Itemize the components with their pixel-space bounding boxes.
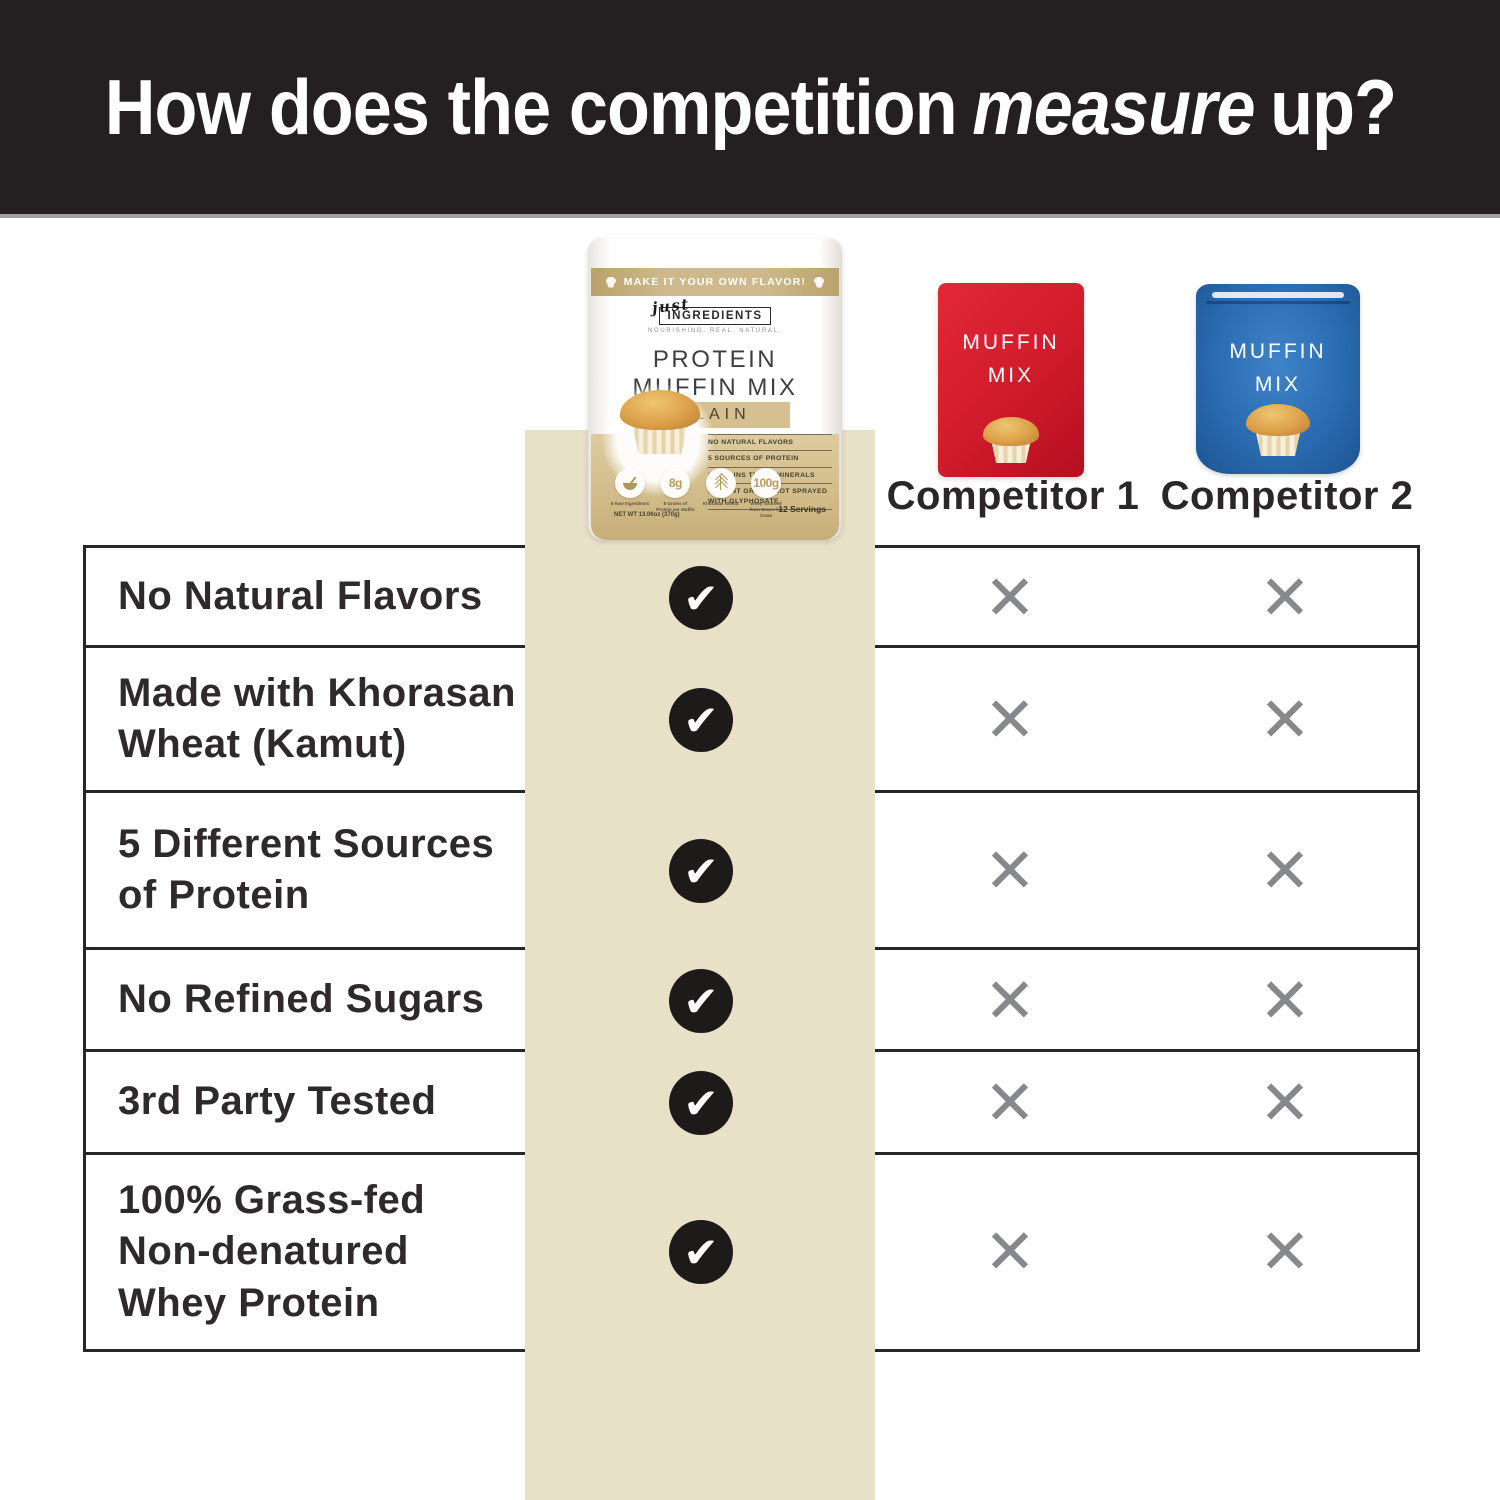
feature-label: 3rd Party Tested: [118, 1079, 437, 1124]
muffin-photo: [983, 417, 1039, 463]
brand-logo: just INGREDIENTS NOURISHING. REAL. NATURA…: [588, 295, 842, 334]
page-title: How does the competition measure up?: [104, 62, 1397, 153]
pouch-seal-line: [1206, 301, 1350, 304]
pouch-banner-text: MAKE IT YOUR OWN FLAVOR!: [623, 276, 807, 288]
competitor-1-package-text: MUFFIN MIX: [962, 331, 1060, 387]
title-emphasis: measure: [971, 62, 1255, 151]
competitor-2-label: Competitor 2: [1160, 474, 1414, 518]
pouch-zipper: [1212, 292, 1344, 298]
feature-label: No Refined Sugars: [118, 976, 485, 1021]
feature-label: 5 Different Sources of Protein: [118, 821, 495, 917]
net-weight: NET WT 13.06oz (370g): [614, 512, 680, 518]
package-bullet: NO NATURAL FLAVORS: [708, 434, 832, 452]
feature-label: 100% Grass-fed Non-denatured Whey Protei…: [118, 1178, 426, 1325]
wheat-icon: [713, 473, 729, 494]
header-banner: How does the competition measure up?: [0, 0, 1500, 214]
feature-row: 100% Grass-fed Non-denatured Whey Protei…: [86, 1155, 1417, 1349]
header-divider: [0, 214, 1500, 218]
brand-tagline: NOURISHING. REAL. NATURAL.: [647, 328, 783, 334]
competitor-1-label: Competitor 1: [886, 474, 1140, 518]
package-badge: 8 Raw Ingredients: [610, 468, 650, 519]
package-badge: 8g 8 Grams of Protein per Muffin: [655, 468, 695, 519]
pouch-top-band: MAKE IT YOUR OWN FLAVOR!: [591, 268, 839, 296]
title-suffix: up?: [1269, 62, 1397, 151]
badge-caption: 8 Raw Ingredients: [610, 501, 650, 506]
competitor-2-package-text: MUFFIN MIX: [1229, 340, 1327, 396]
muffin-photo: [1246, 404, 1310, 456]
competitor-2-package: MUFFIN MIX: [1196, 284, 1360, 474]
main-product-package: MAKE IT YOUR OWN FLAVOR! just INGREDIENTS…: [588, 238, 842, 540]
competitor-1-package: MUFFIN MIX: [938, 283, 1084, 477]
package-badges: 8 Raw Ingredients 8g 8 Grams of Protein pe…: [610, 468, 786, 519]
badge-caption: Whey Sourced from Grass-fed Cows: [749, 501, 783, 518]
badge-caption: Khorasan Wheat: [702, 501, 739, 506]
muffin-icon: [813, 276, 825, 288]
feature-label: No Natural Flavors: [118, 573, 483, 618]
muffin-icon: [605, 276, 617, 288]
feature-label: Made with Khorasan Wheat (Kamut): [118, 670, 516, 766]
badge-value: 8g: [668, 476, 683, 490]
package-badge: Khorasan Wheat: [701, 468, 741, 519]
package-bullet: 5 SOURCES OF PROTEIN: [708, 451, 832, 468]
muffin-photo: [620, 390, 700, 454]
badge-value: 100g: [753, 476, 779, 490]
title-prefix: How does the competition: [104, 62, 957, 151]
package-badge: 100g Whey Sourced from Grass-fed Cows: [746, 468, 786, 519]
product-title: PROTEIN MUFFIN MIX: [588, 346, 842, 403]
bowl-icon: [622, 476, 638, 491]
servings-count: 12 Servings: [778, 504, 826, 514]
brand-name: just INGREDIENTS: [652, 295, 771, 325]
badge-caption: 8 Grams of Protein per Muffin: [656, 501, 695, 512]
product-title-line1: PROTEIN: [652, 346, 778, 373]
product-column-highlight: [525, 430, 875, 1500]
